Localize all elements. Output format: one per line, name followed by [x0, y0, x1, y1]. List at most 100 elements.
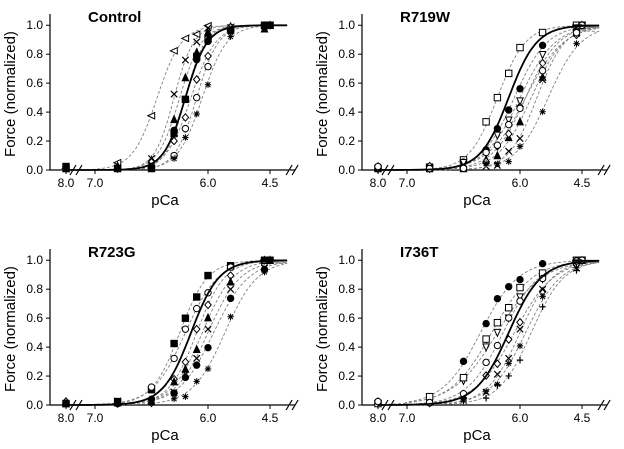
data-point	[260, 265, 269, 274]
fiber-fit-line	[92, 24, 288, 171]
mean-fit-line	[92, 24, 288, 171]
data-point	[170, 136, 178, 146]
data-point	[482, 160, 490, 167]
fiber-fit-line	[92, 259, 288, 406]
data-point	[538, 259, 547, 268]
series-2	[62, 21, 288, 173]
y-tick-label: 0.4	[338, 105, 355, 119]
series-6	[62, 255, 288, 408]
fiber-fit-line	[92, 24, 288, 171]
data-point	[482, 388, 490, 395]
fiber-fit-line	[404, 259, 600, 406]
data-point	[505, 283, 513, 291]
mean-fit-line	[403, 259, 600, 406]
data-point	[505, 69, 513, 78]
y-axis-label: Force (normalized)	[314, 266, 331, 392]
fiber-fit-line	[404, 24, 600, 171]
fiber-fit-line	[92, 24, 288, 171]
data-point	[504, 129, 513, 139]
data-point	[204, 343, 212, 352]
x-axis-label: pCa	[463, 427, 491, 444]
y-tick-label: 0.2	[26, 134, 43, 148]
data-point	[180, 34, 190, 43]
data-point	[516, 85, 524, 93]
y-tick-label: 0.6	[338, 311, 355, 325]
mean-fit	[65, 24, 288, 171]
data-point	[193, 354, 201, 363]
x-axis: 8.0 7.0 6.0 4.5	[362, 164, 611, 190]
data-point	[516, 104, 524, 113]
data-point	[538, 51, 547, 60]
fiber-fit-line	[404, 24, 600, 171]
data-point	[493, 370, 502, 378]
data-point	[482, 394, 490, 402]
data-point	[516, 143, 524, 150]
fiber-fit-line	[404, 24, 600, 171]
data-point	[459, 357, 468, 366]
y-tick-label: 0.8	[26, 282, 43, 296]
data-point	[504, 116, 513, 126]
y-axis-label: Force (normalized)	[314, 31, 331, 157]
data-point	[193, 378, 200, 385]
data-point	[516, 134, 524, 143]
x-tick-label: 7.0	[399, 411, 416, 425]
y-tick-label: 0.0	[26, 398, 43, 412]
data-point	[204, 300, 212, 310]
data-point	[538, 285, 547, 293]
data-point	[227, 33, 234, 40]
panel-title: R719W	[400, 9, 451, 26]
data-point	[482, 358, 490, 367]
data-point	[516, 356, 524, 364]
data-point	[193, 110, 200, 118]
axis-break-mark	[603, 164, 611, 176]
fiber-fit-line	[92, 259, 288, 406]
y-tick-label: 1.0	[26, 253, 43, 267]
data-point	[505, 354, 513, 363]
data-point	[505, 304, 513, 312]
data-point	[192, 324, 201, 334]
fiber-fit-line	[377, 403, 405, 406]
mean-fit	[377, 259, 600, 406]
series-5	[374, 257, 600, 407]
data-point	[182, 134, 189, 141]
data-point	[204, 51, 212, 61]
x-tick-label: 8.0	[58, 411, 75, 425]
fiber-fit-line	[92, 24, 288, 171]
data-point	[192, 344, 201, 353]
panel-i736t: 8.0 7.0 6.0 4.5 0.0 0.2 0.4 0.6 0.8 1.0 pCa Force (…	[314, 244, 611, 444]
mean-fit	[65, 259, 288, 406]
axis-break-mark	[597, 164, 605, 176]
y-tick-label: 0.6	[338, 76, 355, 90]
x-tick-label: 7.0	[87, 411, 104, 425]
y-tick-label: 0.8	[338, 282, 355, 296]
y-tick-label: 0.2	[338, 134, 355, 148]
data-point	[147, 383, 156, 391]
data-point	[170, 339, 178, 348]
data-point	[493, 93, 502, 102]
mean-fit-line	[403, 24, 600, 171]
fiber-fit-line	[404, 259, 600, 406]
data-point	[192, 75, 201, 84]
data-point	[374, 162, 382, 171]
data-point	[516, 325, 524, 333]
data-point	[493, 131, 502, 141]
fiber-fit-line	[403, 259, 600, 404]
fiber-fit-line	[92, 259, 288, 406]
y-tick-label: 0.0	[338, 163, 355, 177]
data-point	[459, 373, 468, 382]
fiber-fit-line	[404, 24, 600, 171]
data-point	[204, 26, 212, 36]
data-point	[516, 317, 524, 327]
data-point	[374, 397, 382, 406]
data-point	[493, 294, 502, 303]
data-point	[193, 93, 201, 102]
fiber-fit-line	[92, 259, 288, 406]
fiber-fit-line	[92, 24, 288, 171]
fiber-fit-line	[404, 24, 600, 171]
x-axis-label: pCa	[463, 192, 491, 209]
series-1	[374, 256, 600, 409]
data-point	[482, 148, 490, 157]
x-axis: 8.0 7.0 6.0 4.5	[50, 399, 299, 425]
data-point	[181, 56, 190, 64]
series-3	[62, 21, 288, 173]
